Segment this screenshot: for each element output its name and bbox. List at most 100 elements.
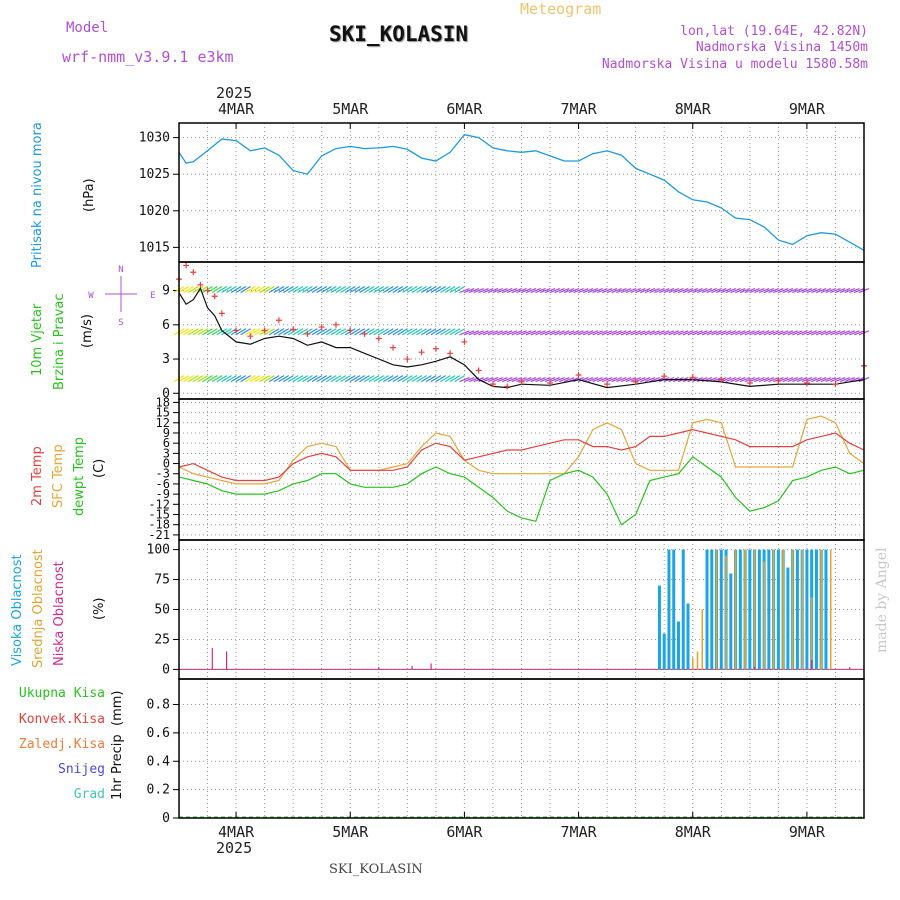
wind-barb <box>777 287 789 294</box>
wind-barb <box>773 287 784 294</box>
wind-barb <box>392 286 404 294</box>
wind-barb <box>616 330 627 336</box>
wind-barb <box>335 286 347 294</box>
wind-gust-marker <box>375 335 382 342</box>
wind-barb <box>502 330 513 336</box>
wind-barb <box>654 330 665 336</box>
wind-barb <box>544 330 556 336</box>
wind-barb <box>178 375 190 383</box>
wind-barb <box>611 287 622 294</box>
wind-barb <box>292 328 304 336</box>
top-day-label: 8MAR <box>675 100 712 118</box>
wind-barb <box>359 286 370 294</box>
wind-barb <box>506 377 518 383</box>
wind-barb <box>221 286 232 294</box>
wind-gust-marker <box>475 367 482 374</box>
wind-barb <box>687 330 698 336</box>
wind-barb <box>387 375 399 383</box>
wind-barb <box>540 330 551 336</box>
wind-barb <box>430 328 442 336</box>
wind-barb <box>487 330 499 336</box>
wind-barb <box>311 328 323 336</box>
wind-gust-marker <box>661 373 668 380</box>
wind-barb <box>825 287 836 294</box>
cloud-high-bar <box>662 633 666 670</box>
wind-barb <box>482 377 494 383</box>
cloud-high-bar <box>824 549 828 670</box>
cloud-high-bar <box>776 549 780 670</box>
wind-barb <box>454 328 465 336</box>
wind-barb <box>202 328 213 336</box>
wind-barb <box>849 330 860 336</box>
wind-barb <box>630 330 641 336</box>
wind-barb <box>697 330 708 336</box>
wind-barb <box>378 286 389 294</box>
wind-barb <box>487 287 499 294</box>
wind-gust-marker <box>689 374 696 381</box>
top-day-label: 4MAR <box>218 100 255 118</box>
wind-barb <box>349 375 361 383</box>
wind-barb <box>340 375 351 383</box>
wind-barb <box>283 286 294 294</box>
wind-barb <box>706 330 718 336</box>
wind-barb <box>597 330 608 336</box>
wind-barb <box>811 287 822 294</box>
wind-barb <box>559 377 570 383</box>
wind-barb <box>330 328 342 336</box>
wind-barb <box>187 328 199 336</box>
wind-barb <box>763 330 775 336</box>
wind-barb <box>287 375 299 383</box>
cloud-low-bar <box>753 667 756 670</box>
cloud-mid-bar <box>753 549 756 670</box>
wind-barb <box>815 330 827 336</box>
wind-barb <box>820 377 832 383</box>
wind-barb <box>706 287 718 294</box>
wind-barb <box>749 330 760 336</box>
wind-barb <box>644 377 656 383</box>
wind-barb <box>639 287 651 294</box>
wind-barb <box>325 286 337 294</box>
wind-barb <box>644 287 656 294</box>
wind-barb <box>649 287 660 294</box>
y-tick-label: 25 <box>154 632 170 647</box>
wind-barb <box>587 287 599 294</box>
wind-gust-marker <box>318 324 325 331</box>
cloud-mid-bar <box>701 609 704 670</box>
wind-barb <box>611 330 622 336</box>
wind-barb <box>311 286 323 294</box>
wind-barb <box>206 328 218 336</box>
y-tick-label: 0.4 <box>147 754 171 769</box>
bottom-day-label: 6MAR <box>446 823 483 841</box>
wind-barb <box>449 328 461 336</box>
wind-gust-marker <box>290 326 297 333</box>
wind-barb <box>782 377 794 383</box>
wind-barb <box>373 286 385 294</box>
cloud-high-bar <box>814 549 818 670</box>
wind-barb <box>397 328 408 336</box>
wind-barb <box>768 287 779 294</box>
wind-barb <box>192 375 204 383</box>
wind-gust-marker <box>518 378 525 385</box>
wind-barb <box>268 286 280 294</box>
wind-barb <box>825 330 836 336</box>
wind-barb <box>382 328 394 336</box>
wind-barb <box>254 286 266 294</box>
wind-barb <box>449 286 461 294</box>
wind-barb <box>763 377 775 383</box>
wind-barb <box>834 377 846 383</box>
wind-gust-marker <box>418 349 425 356</box>
wind-gust-marker <box>404 356 411 363</box>
wind-barb <box>777 330 789 336</box>
cloud-mid-bar <box>691 657 694 670</box>
wind-barb <box>540 377 551 383</box>
wind-barb <box>278 286 289 294</box>
cloud-mid-bar <box>696 651 699 670</box>
wind-barb <box>844 330 855 336</box>
wind-gust-marker <box>361 330 368 337</box>
wind-barb <box>811 377 822 383</box>
wind-barb <box>701 287 713 294</box>
wind-barb <box>235 375 247 383</box>
wind-barb <box>354 375 366 383</box>
top-day-label: 9MAR <box>789 100 826 118</box>
cloud-high-bar <box>705 549 709 670</box>
